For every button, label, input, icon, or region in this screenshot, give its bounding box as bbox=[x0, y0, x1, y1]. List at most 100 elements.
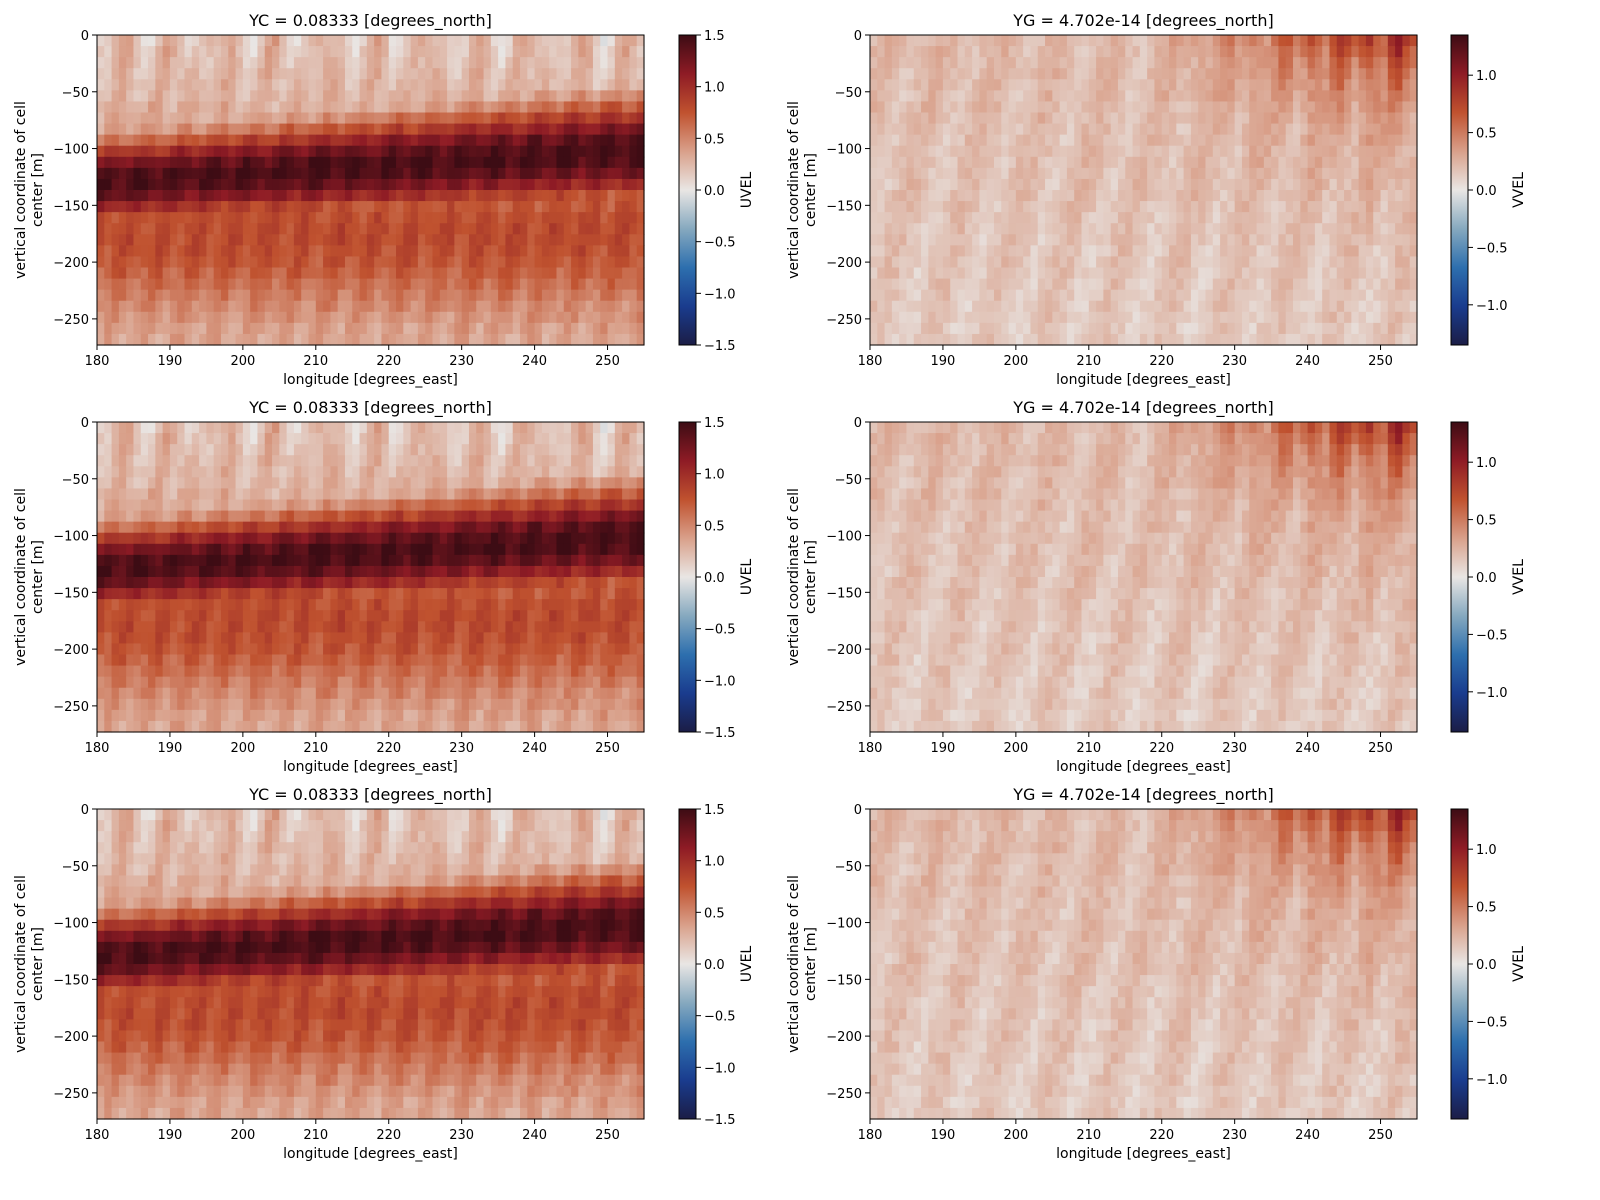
heatmap-cell bbox=[148, 455, 156, 467]
heatmap-cell bbox=[950, 145, 959, 158]
heatmap-cell bbox=[228, 577, 237, 589]
heatmap-cell bbox=[1205, 234, 1214, 246]
heatmap-cell bbox=[614, 245, 623, 258]
heatmap-cell bbox=[1037, 167, 1046, 180]
heatmap-cell bbox=[993, 201, 1002, 213]
heatmap-cell bbox=[1329, 112, 1338, 125]
heatmap-cell bbox=[1190, 311, 1199, 324]
heatmap-cell bbox=[527, 333, 536, 346]
heatmap-cell bbox=[950, 223, 959, 235]
heatmap-cell bbox=[972, 190, 980, 202]
heatmap-cell bbox=[534, 333, 543, 346]
heatmap-cell bbox=[877, 223, 886, 235]
heatmap-cell bbox=[636, 256, 645, 269]
heatmap-cell bbox=[1161, 134, 1170, 147]
heatmap-cell bbox=[870, 245, 878, 258]
heatmap-cell bbox=[220, 79, 229, 91]
heatmap-cell bbox=[571, 68, 579, 80]
heatmap-cell bbox=[184, 599, 193, 611]
heatmap-cell bbox=[250, 57, 259, 69]
heatmap-cell bbox=[228, 311, 237, 324]
heatmap-cell bbox=[323, 256, 331, 269]
heatmap-cell bbox=[323, 267, 331, 280]
heatmap-cell bbox=[592, 134, 601, 147]
heatmap-cell bbox=[148, 499, 156, 512]
heatmap-cell bbox=[1271, 68, 1280, 80]
heatmap-cell bbox=[1395, 289, 1404, 302]
heatmap-cell bbox=[1045, 134, 1053, 147]
heatmap-cell bbox=[1344, 245, 1352, 258]
heatmap-cell bbox=[264, 554, 273, 567]
heatmap-cell bbox=[1234, 289, 1243, 302]
heatmap-cell bbox=[884, 134, 893, 147]
heatmap-cell bbox=[1344, 201, 1352, 213]
heatmap-cell bbox=[1190, 289, 1199, 302]
heatmap-cell bbox=[1387, 68, 1396, 80]
heatmap-cell bbox=[935, 145, 944, 158]
heatmap-cell bbox=[928, 322, 937, 335]
heatmap-cell bbox=[1322, 201, 1331, 213]
heatmap-cell bbox=[220, 289, 229, 302]
heatmap-cell bbox=[403, 322, 412, 335]
heatmap-cell bbox=[527, 101, 536, 114]
heatmap-cell bbox=[126, 676, 135, 689]
heatmap-cell bbox=[541, 90, 550, 103]
heatmap-cell bbox=[432, 256, 441, 269]
heatmap-cell bbox=[126, 477, 135, 490]
heatmap-cell bbox=[899, 311, 908, 324]
heatmap-cell bbox=[148, 90, 156, 103]
heatmap-cell bbox=[177, 588, 186, 600]
heatmap-cell bbox=[133, 134, 142, 147]
heatmap-cell bbox=[950, 167, 959, 180]
heatmap-cell bbox=[425, 223, 434, 235]
heatmap-cell bbox=[1183, 333, 1192, 346]
heatmap-cell bbox=[592, 190, 601, 202]
heatmap-cell bbox=[140, 101, 149, 114]
heatmap-cell bbox=[104, 488, 113, 501]
heatmap-cell bbox=[323, 300, 331, 313]
heatmap-cell bbox=[1103, 256, 1112, 269]
heatmap-cell bbox=[1285, 201, 1294, 213]
heatmap-cell bbox=[461, 333, 470, 346]
heatmap-cell bbox=[118, 433, 127, 445]
heatmap-cell bbox=[228, 212, 237, 224]
heatmap-cell bbox=[979, 35, 988, 47]
heatmap-cell bbox=[1285, 46, 1294, 58]
heatmap-cell bbox=[454, 300, 463, 313]
heatmap-cell bbox=[242, 300, 251, 313]
heatmap-cell bbox=[899, 223, 908, 235]
heatmap-cell bbox=[352, 311, 361, 324]
heatmap-cell bbox=[213, 433, 222, 445]
heatmap-cell bbox=[1205, 267, 1214, 280]
heatmap-cell bbox=[169, 289, 178, 302]
heatmap-cell bbox=[1380, 68, 1389, 80]
heatmap-cell bbox=[417, 167, 426, 180]
heatmap-cell bbox=[1183, 267, 1192, 280]
heatmap-cell bbox=[600, 68, 609, 80]
heatmap-cell bbox=[498, 167, 507, 180]
heatmap-cell bbox=[1154, 90, 1163, 103]
heatmap-cell bbox=[264, 190, 273, 202]
heatmap-cell bbox=[1285, 333, 1294, 346]
heatmap-cell bbox=[199, 57, 207, 69]
heatmap-cell bbox=[111, 46, 120, 58]
heatmap-cell bbox=[447, 190, 455, 202]
heatmap-cell bbox=[184, 654, 193, 667]
heatmap-cell bbox=[1249, 156, 1258, 169]
heatmap-cell bbox=[97, 101, 105, 114]
heatmap-cell bbox=[1234, 223, 1243, 235]
heatmap-cell bbox=[447, 123, 455, 136]
heatmap-cell bbox=[629, 201, 638, 213]
heatmap-cell bbox=[1234, 300, 1243, 313]
heatmap-cell bbox=[1409, 112, 1418, 125]
heatmap-cell bbox=[148, 145, 156, 158]
heatmap-cell bbox=[1387, 333, 1396, 346]
heatmap-cell bbox=[199, 167, 207, 180]
heatmap-cell bbox=[906, 300, 915, 313]
heatmap-cell bbox=[884, 212, 893, 224]
heatmap-cell bbox=[213, 46, 222, 58]
heatmap-cell bbox=[1307, 46, 1316, 58]
heatmap-cell bbox=[417, 278, 426, 291]
heatmap-cell bbox=[1351, 300, 1360, 313]
heatmap-cell bbox=[257, 333, 266, 346]
